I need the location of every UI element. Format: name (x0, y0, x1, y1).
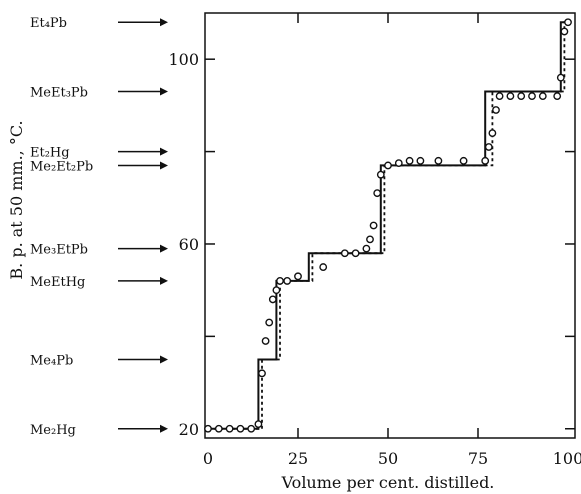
data-point (529, 93, 535, 99)
compound-arrow-head (160, 88, 168, 96)
data-point (320, 264, 326, 270)
y-tick-label: 60 (179, 235, 199, 254)
data-point (270, 296, 276, 302)
data-point (561, 28, 567, 34)
data-point (496, 93, 502, 99)
x-tick-label: 100 (553, 449, 581, 468)
data-point (216, 426, 222, 432)
data-point (554, 93, 560, 99)
data-point (284, 278, 290, 284)
data-point (237, 426, 243, 432)
data-point (493, 107, 499, 113)
data-point (417, 158, 423, 164)
compound-arrow-head (160, 277, 168, 285)
data-point (226, 426, 232, 432)
x-tick-label: 0 (203, 449, 213, 468)
data-point (396, 160, 402, 166)
x-axis-title: Volume per cent. distilled. (281, 473, 495, 492)
x-ticks: 0 25 50 75 100 (203, 13, 581, 468)
data-point (248, 426, 254, 432)
compound-arrow-head (160, 18, 168, 26)
data-point (378, 171, 384, 177)
data-point (385, 162, 391, 168)
y-tick-label: 100 (168, 50, 199, 69)
y-tick-label: 20 (179, 420, 199, 439)
data-point (507, 93, 513, 99)
data-point (460, 158, 466, 164)
data-point (518, 93, 524, 99)
data-point (406, 158, 412, 164)
compound-label: Me₃EtPb (30, 243, 88, 258)
x-tick-label: 75 (468, 449, 488, 468)
data-point (255, 421, 261, 427)
x-tick-label: 50 (378, 449, 398, 468)
dashed-step-line (208, 22, 568, 429)
compound-label: Me₂Hg (30, 423, 76, 438)
data-point (558, 74, 564, 80)
data-point (277, 278, 283, 284)
data-point (565, 19, 571, 25)
data-point (489, 130, 495, 136)
x-tick-label: 25 (288, 449, 308, 468)
data-point (352, 250, 358, 256)
compound-arrow-head (160, 245, 168, 253)
compound-arrow-head (160, 355, 168, 363)
compound-label: MeEt₃Pb (30, 86, 88, 101)
compound-label: MeEtHg (30, 275, 85, 290)
data-point (540, 93, 546, 99)
data-point (295, 273, 301, 279)
data-point (363, 245, 369, 251)
data-point (374, 190, 380, 196)
compound-label: Et₂Hg (30, 146, 70, 161)
data-point (370, 222, 376, 228)
compound-arrow-head (160, 425, 168, 433)
compound-arrow-head (160, 161, 168, 169)
compound-label: Me₄Pb (30, 353, 73, 368)
y-ticks: 20 60 100 (168, 50, 575, 439)
data-point (435, 158, 441, 164)
compound-arrow-head (160, 148, 168, 156)
compound-label: Me₂Et₂Pb (30, 159, 93, 174)
data-point (266, 319, 272, 325)
data-point (205, 426, 211, 432)
compound-label: Et₄Pb (30, 16, 67, 31)
data-point (259, 370, 265, 376)
data-point (342, 250, 348, 256)
data-point (273, 287, 279, 293)
data-point (367, 236, 373, 242)
series-layer (205, 19, 571, 432)
data-point (262, 338, 268, 344)
data-point (486, 144, 492, 150)
y-axis-title: B. p. at 50 mm., °C. (7, 120, 26, 279)
data-point (482, 158, 488, 164)
